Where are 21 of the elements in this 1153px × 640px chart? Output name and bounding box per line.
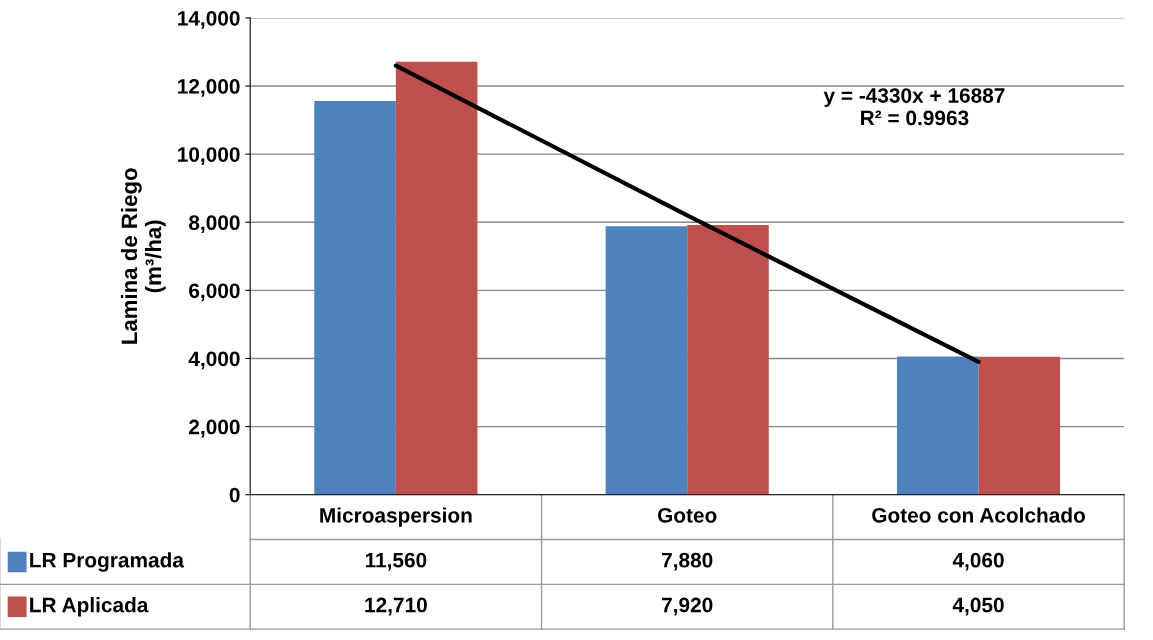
data-label: 12,710 — [365, 597, 427, 616]
data-label: 7,880 — [662, 552, 713, 571]
legend-label: LR Aplicada — [30, 597, 149, 617]
data-label: 7,920 — [662, 597, 713, 616]
y-tick-label: 6,000 — [189, 283, 240, 302]
data-label: 4,050 — [952, 597, 1004, 616]
data-label: 11,560 — [365, 552, 427, 571]
x-tick-label: Microaspersion — [320, 507, 472, 527]
x-tick-label: Goteo — [657, 507, 717, 523]
legend-label: LR Programada — [30, 552, 185, 572]
data-label: 4,060 — [952, 552, 1004, 571]
y-tick-label: 12,000 — [178, 79, 240, 97]
y-tick-label: 8,000 — [189, 215, 240, 234]
y-tick-label: 10,000 — [178, 147, 240, 165]
y-tick-label: 0 — [229, 487, 240, 503]
y-axis-title: Lamina de Riego (m³/ha) — [120, 168, 166, 344]
x-tick-label: Goteo con Acolchado — [872, 507, 1085, 523]
y-tick-label: 2,000 — [189, 419, 240, 438]
y-tick-label: 14,000 — [178, 10, 240, 29]
y-tick-label: 4,000 — [188, 351, 240, 370]
annotation: y = -4330x + 16887 R² = 0.9963 — [823, 88, 1005, 126]
